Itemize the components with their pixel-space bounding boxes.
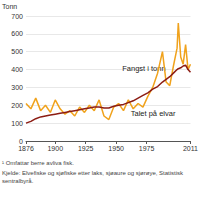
svg-text:1975: 1975 bbox=[139, 145, 155, 152]
svg-text:Talet på elvar: Talet på elvar bbox=[131, 109, 176, 118]
svg-text:1876: 1876 bbox=[18, 145, 34, 152]
svg-text:sentralbyrå.: sentralbyrå. bbox=[2, 178, 34, 184]
svg-text:400: 400 bbox=[11, 66, 23, 73]
svg-text:1925: 1925 bbox=[78, 145, 94, 152]
svg-text:600: 600 bbox=[11, 30, 23, 37]
svg-text:Fangst i tonn: Fangst i tonn bbox=[122, 63, 166, 73]
svg-text:100: 100 bbox=[11, 120, 23, 127]
svg-text:¹ Omfattar berre avliva fisk.: ¹ Omfattar berre avliva fisk. bbox=[2, 160, 74, 166]
svg-text:300: 300 bbox=[11, 84, 23, 91]
svg-text:0: 0 bbox=[19, 138, 23, 145]
svg-text:1900: 1900 bbox=[47, 145, 63, 152]
svg-text:500: 500 bbox=[11, 48, 23, 55]
svg-text:Kjelde: Elvefiske og sjøfiske: Kjelde: Elvefiske og sjøfiske etter laks… bbox=[2, 170, 185, 176]
svg-text:Tonn: Tonn bbox=[2, 3, 17, 10]
svg-text:2011: 2011 bbox=[183, 145, 198, 152]
svg-text:1950: 1950 bbox=[108, 145, 124, 152]
svg-text:700: 700 bbox=[11, 13, 23, 20]
svg-text:200: 200 bbox=[11, 102, 23, 109]
